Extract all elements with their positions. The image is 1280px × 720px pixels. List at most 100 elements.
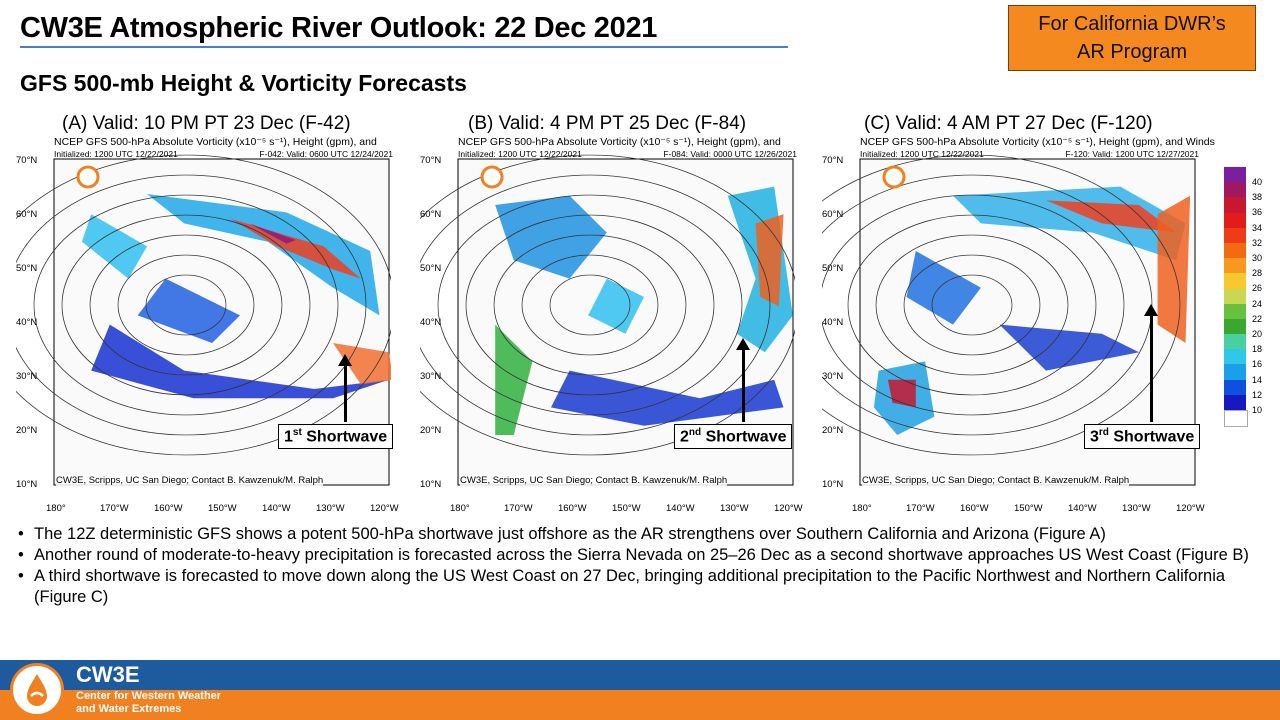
height-contour [494,235,686,375]
colorbar-label: 14 [1252,374,1263,385]
vorticity-shading [887,379,916,408]
panel-b-label: (B) Valid: 4 PM PT 25 Dec (F-84) [468,113,747,134]
lon-tick-label: 160°W [154,503,183,514]
lon-tick-label: 130°W [1122,503,1151,514]
colorbar-label: 32 [1252,237,1263,248]
colorbar-label: 36 [1252,207,1263,218]
lon-tick-label: 140°W [666,503,695,514]
badge-line-1: For California DWR’s [1038,13,1226,35]
vorticity-shading [1046,200,1177,233]
lat-tick-label: 10°N [822,479,844,490]
vorticity-shading [906,251,981,325]
height-contour [822,155,1180,455]
lon-tick-label: 150°W [612,503,641,514]
height-contour [466,215,714,395]
colorbar-swatch [1224,334,1246,350]
shortwave-callout-b: 2nd Shortwave [674,424,793,450]
bullet-list: The 12Z deterministic GFS shows a potent… [16,524,1266,608]
lat-tick-label: 20°N [822,425,844,436]
height-contour [62,215,310,395]
lon-tick-label: 130°W [316,503,345,514]
lon-tick-label: 130°W [720,503,749,514]
height-contour [90,235,282,375]
colorbar-swatch [1224,212,1246,228]
colorbar-swatch [1224,410,1248,428]
lat-tick-label: 40°N [420,317,442,328]
map-panel-c: NCEP GFS 500-hPa Absolute Vorticity (x10… [822,135,1215,514]
colorbar-swatch [1224,167,1246,183]
map-valid-time: F-120: Valid: 1200 UTC 12/27/2021 [1065,149,1199,159]
shortwave-arrow-c [1144,304,1158,422]
lat-tick-label: 70°N [822,155,844,166]
lat-tick-label: 20°N [16,425,38,436]
vorticity-shading [333,343,391,385]
lat-tick-label: 30°N [16,371,38,382]
lon-tick-label: 120°W [370,503,399,514]
lat-tick-label: 20°N [420,425,442,436]
colorbar-swatch [1224,258,1246,274]
lat-tick-label: 40°N [16,317,38,328]
colorbar-swatch [1224,318,1246,335]
page-title: CW3E Atmospheric River Outlook: 22 Dec 2… [20,12,658,44]
cw3e-logo-icon [882,165,906,189]
map-panel-a: NCEP GFS 500-hPa Absolute Vorticity (x10… [16,135,399,514]
bullet-item: A third shortwave is forecasted to move … [16,566,1266,608]
colorbar-label: 26 [1252,283,1263,294]
colorbar-label: 38 [1252,192,1263,203]
colorbar-label: 40 [1252,177,1263,187]
colorbar-label: 10 [1252,405,1263,415]
colorbar-label: 20 [1252,329,1263,339]
colorbar-label: 16 [1252,359,1263,370]
height-contour [34,195,338,415]
lat-tick-label: 50°N [16,263,38,274]
footer-line-1: Center for Western Weather [76,690,222,702]
colorbar-label: 12 [1252,389,1263,400]
lat-tick-label: 30°N [420,371,442,382]
lat-tick-label: 60°N [822,209,844,220]
lat-tick-label: 70°N [16,155,38,166]
bullet-item: The 12Z deterministic GFS shows a potent… [16,524,1266,545]
program-badge: For California DWR’s AR Program [1008,5,1256,71]
height-contour [550,275,630,335]
lat-tick-label: 40°N [822,317,844,328]
lat-tick-label: 60°N [420,209,442,220]
badge-line-2: AR Program [1076,41,1188,63]
height-contour [420,175,770,435]
lon-tick-label: 160°W [960,503,989,514]
colorbar-swatch [1224,288,1246,304]
page-subtitle: GFS 500-mb Height & Vorticity Forecasts [20,70,467,96]
lat-tick-label: 50°N [420,263,442,274]
colorbar-label: 24 [1252,298,1263,309]
colorbar-swatch [1224,379,1246,395]
shortwave-callout-a: 1st Shortwave [278,424,394,450]
lat-tick-label: 10°N [420,479,442,490]
bullet-item: Another round of moderate-to-heavy preci… [16,545,1266,566]
map-credit: CW3E, Scripps, UC San Diego; Contact B. … [460,475,728,486]
lat-tick-label: 60°N [16,209,38,220]
height-contour [146,275,226,335]
lon-tick-label: 140°W [1068,503,1097,514]
lat-tick-label: 10°N [16,479,38,490]
colorbar-swatch [1224,364,1246,380]
height-contour [16,155,391,455]
lon-tick-label: 140°W [262,503,291,514]
footer-line-2: and Water Extremes [76,703,182,715]
map-init-time: Initialized: 1200 UTC 12/22/2021 [458,149,582,159]
panel-a-label: (A) Valid: 10 PM PT 23 Dec (F-42) [62,113,351,134]
cw3e-logo-icon [76,165,100,189]
height-contour [876,235,1068,375]
vorticity-shading [551,370,784,426]
lat-tick-label: 70°N [420,155,442,166]
vorticity-shading [81,214,147,279]
lon-tick-label: 170°W [100,503,129,514]
height-contour [16,175,366,435]
map-header: NCEP GFS 500-hPa Absolute Vorticity (x10… [860,136,1215,148]
lon-tick-label: 150°W [208,503,237,514]
height-contour [848,215,1096,395]
vorticity-shading [755,214,784,307]
vorticity-shading [495,324,533,435]
vorticity-shading [495,195,607,279]
map-credit: CW3E, Scripps, UC San Diego; Contact B. … [56,475,324,486]
height-contour [118,255,254,355]
vorticity-shading [91,324,389,399]
